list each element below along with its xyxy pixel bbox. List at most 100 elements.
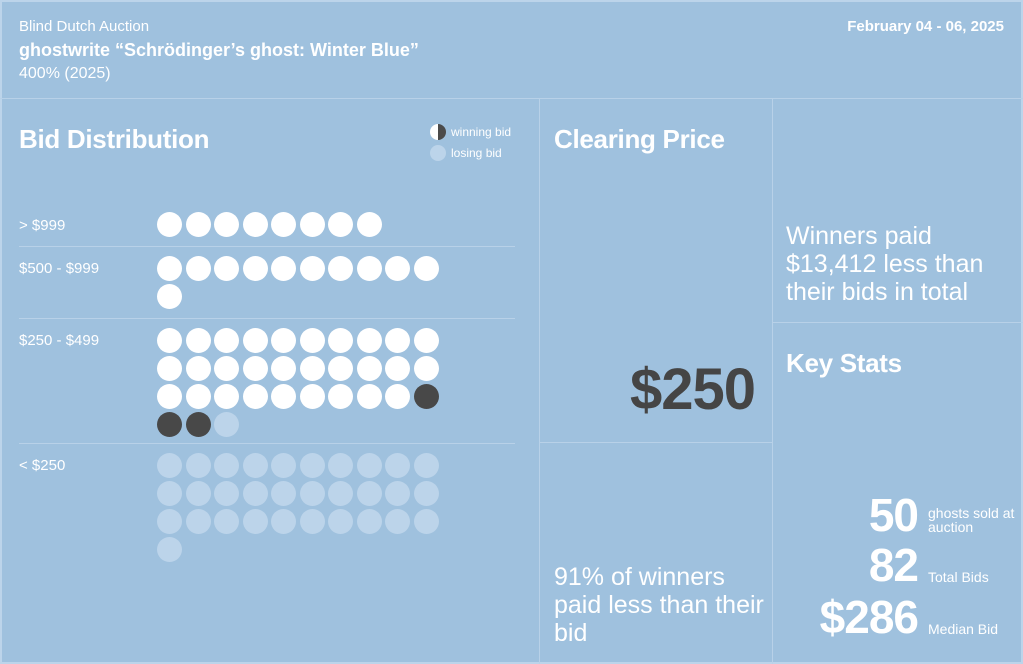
clearing-price-value: $250 bbox=[629, 357, 756, 422]
losing-bid-dot bbox=[413, 453, 439, 478]
losing-bid-dot bbox=[356, 481, 382, 506]
losing-bid-dot bbox=[214, 453, 239, 478]
losing-bid-dot bbox=[299, 481, 325, 506]
stat-label: ghosts sold at auction bbox=[928, 505, 1015, 535]
stat-label: Total Bids bbox=[928, 569, 989, 585]
winning-bid-dot bbox=[385, 384, 410, 409]
losing-bid-dot bbox=[271, 509, 296, 534]
winning-bid-dot bbox=[299, 328, 325, 353]
losing-bid-dot bbox=[271, 453, 296, 478]
winning-bid-dot bbox=[214, 384, 239, 409]
losing-bid-dot bbox=[356, 509, 382, 534]
winning-bid-dot bbox=[328, 328, 353, 353]
winning-bid-dot bbox=[385, 256, 410, 281]
winning-bid-dot bbox=[328, 256, 353, 281]
auction-type: Blind Dutch Auction bbox=[19, 18, 150, 35]
losing-bid-dot bbox=[157, 481, 182, 506]
losing-bid-dot bbox=[328, 453, 353, 478]
winning-bid-dot bbox=[299, 356, 325, 381]
winners-percent-note: 91% of winners paid less than their bid bbox=[554, 563, 764, 647]
winning-bid-dot bbox=[242, 256, 268, 281]
winning-bid-dot bbox=[356, 328, 382, 353]
row-divider bbox=[19, 246, 515, 247]
winning-bid-dot bbox=[185, 384, 211, 409]
losing-bid-dot bbox=[242, 481, 268, 506]
winning-bid-dot bbox=[242, 328, 268, 353]
losing-bid-dot bbox=[242, 453, 268, 478]
winning-bid-dot bbox=[271, 256, 296, 281]
winning-bid-dot bbox=[328, 212, 353, 237]
winning-bid-dot bbox=[271, 356, 296, 381]
winning-bid-dot bbox=[385, 328, 410, 353]
losing-bid-dot bbox=[413, 509, 439, 534]
bid-range-label: < $250 bbox=[19, 457, 66, 474]
row-divider bbox=[19, 318, 515, 319]
bid-distribution-title: Bid Distribution bbox=[19, 124, 210, 154]
losing-bid-icon bbox=[430, 145, 446, 161]
winning-bid-dot bbox=[157, 356, 182, 381]
winning-bid-dot bbox=[185, 256, 211, 281]
winning-bid-dot bbox=[299, 256, 325, 281]
divider bbox=[539, 99, 540, 664]
losing-bid-dot bbox=[214, 481, 239, 506]
losing-bid-dot bbox=[185, 453, 211, 478]
losing-bid-dot bbox=[385, 509, 410, 534]
losing-bid-dot bbox=[157, 453, 182, 478]
legend-losing-label: losing bid bbox=[451, 146, 502, 160]
winning-bid-icon bbox=[430, 124, 446, 140]
losing-bid-dot bbox=[385, 453, 410, 478]
winning-bid-dot bbox=[299, 384, 325, 409]
winning-bid-dot bbox=[214, 212, 239, 237]
winning-bid-dot bbox=[356, 356, 382, 381]
header: Blind Dutch Auction ghostwrite “Schrödin… bbox=[0, 0, 1023, 99]
auction-dates: February 04 - 06, 2025 bbox=[847, 18, 1004, 35]
winning-bid-dot bbox=[271, 328, 296, 353]
winning-bid-dot bbox=[157, 284, 182, 309]
winning-bid-dot bbox=[242, 384, 268, 409]
losing-bid-dot bbox=[328, 509, 353, 534]
stat-label: Median Bid bbox=[928, 621, 999, 637]
row-divider bbox=[19, 443, 515, 444]
product-title: ghostwrite “Schrödinger’s ghost: Winter … bbox=[19, 40, 419, 60]
winning-bid-dot bbox=[356, 384, 382, 409]
winning-bid-dot-dark bbox=[413, 384, 439, 409]
winning-bid-dot bbox=[185, 328, 211, 353]
winning-bid-dot bbox=[385, 356, 410, 381]
stat-value: 82 bbox=[868, 539, 919, 591]
winning-bid-dot bbox=[242, 212, 268, 237]
legend-winning-label: winning bid bbox=[451, 125, 512, 139]
stat-value: 50 bbox=[868, 489, 919, 541]
winning-bid-dot bbox=[185, 212, 211, 237]
legend-winning: winning bid bbox=[430, 124, 511, 140]
bid-range-label: > $999 bbox=[19, 217, 66, 234]
winning-bid-dot bbox=[356, 256, 382, 281]
losing-bid-dot bbox=[185, 509, 211, 534]
stat-value: $286 bbox=[819, 591, 919, 643]
bid-dots bbox=[157, 453, 447, 565]
losing-bid-dot bbox=[356, 453, 382, 478]
losing-bid-dot bbox=[385, 481, 410, 506]
losing-bid-dot bbox=[185, 481, 211, 506]
winning-bid-dot bbox=[157, 256, 182, 281]
winning-bid-dot bbox=[157, 212, 182, 237]
winning-bid-dot bbox=[214, 256, 239, 281]
winning-bid-dot bbox=[271, 384, 296, 409]
losing-bid-dot bbox=[328, 481, 353, 506]
savings-text: Winners paid $13,412 less than their bid… bbox=[786, 222, 984, 306]
losing-bid-dot bbox=[157, 509, 182, 534]
losing-bid-dot bbox=[214, 412, 239, 437]
losing-bid-dot bbox=[299, 453, 325, 478]
winning-bid-dot bbox=[356, 212, 382, 237]
bid-dots bbox=[157, 328, 447, 440]
bid-dots bbox=[157, 212, 447, 240]
winning-bid-dot bbox=[185, 356, 211, 381]
winning-bid-dot bbox=[413, 356, 439, 381]
winning-bid-dot bbox=[157, 384, 182, 409]
losing-bid-dot bbox=[299, 509, 325, 534]
winning-bid-dot bbox=[413, 328, 439, 353]
losing-bid-dot bbox=[271, 481, 296, 506]
winning-bid-dot bbox=[157, 328, 182, 353]
bid-range-label: $500 - $999 bbox=[19, 260, 100, 277]
divider bbox=[772, 99, 773, 664]
divider bbox=[772, 322, 1023, 323]
